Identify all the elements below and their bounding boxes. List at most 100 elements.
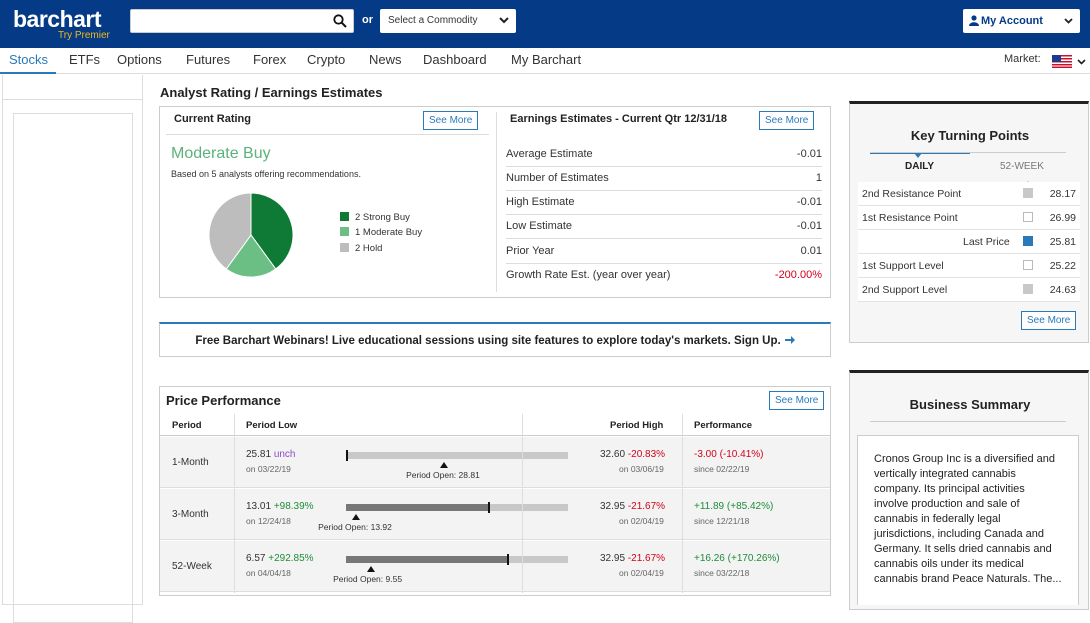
ktp-row: 1st Support Level 25.22 <box>858 254 1080 278</box>
price-range-bar <box>346 554 568 565</box>
col-period-low: Period Low <box>246 420 298 431</box>
col-period-high: Period High <box>610 420 664 431</box>
ktp-value: 26.99 <box>1049 212 1076 224</box>
search-input[interactable] <box>130 9 354 33</box>
user-icon <box>969 15 979 26</box>
tab-caret <box>914 153 922 158</box>
last-price-marker <box>506 554 509 565</box>
ktp-title: Key Turning Points <box>910 128 1030 143</box>
performance-row: 3-Month 13.01 +98.39% on 12/24/18 Period Op… <box>160 489 830 540</box>
performance-row: 1-Month 25.81 unch on 03/22/19 Period Open:… <box>160 437 830 488</box>
search-icon[interactable] <box>333 14 347 28</box>
estimate-value: -0.01 <box>796 220 822 232</box>
period-open-marker <box>367 566 376 572</box>
my-account-button[interactable]: My Account <box>963 9 1080 33</box>
see-more-rating-button[interactable]: See More <box>423 111 479 130</box>
arrow-right-icon <box>784 336 795 344</box>
column-divider <box>522 414 523 593</box>
period-high: 32.60 -20.83% <box>600 449 665 460</box>
nav-forex[interactable]: Forex <box>253 52 287 67</box>
top-bar: barchart Try Premier or Select a Commodi… <box>0 0 1090 48</box>
see-more-ktp-button[interactable]: See More <box>1021 311 1077 330</box>
ktp-marker <box>1023 188 1033 198</box>
price-range-bar <box>346 450 568 461</box>
webinar-banner[interactable]: Free Barchart Webinars! Live educational… <box>159 322 831 357</box>
tab-daily[interactable]: DAILY <box>905 161 935 172</box>
estimate-row: Low Estimate -0.01 <box>506 215 822 239</box>
ktp-marker <box>1023 284 1033 294</box>
active-tab-underline <box>0 72 56 74</box>
estimate-label: Growth Rate Est. (year over year) <box>506 269 671 281</box>
column-divider <box>682 414 683 593</box>
nav-etfs[interactable]: ETFs <box>69 52 101 67</box>
rating-value: Moderate Buy <box>171 145 271 162</box>
tab-52-week[interactable]: 52-WEEK <box>1000 161 1044 172</box>
period-label: 1-Month <box>172 457 209 468</box>
see-more-performance-button[interactable]: See More <box>769 391 825 410</box>
try-premier-link[interactable]: Try Premier <box>58 30 110 41</box>
estimate-row: Growth Rate Est. (year over year) -200.00… <box>506 264 822 288</box>
col-period: Period <box>172 420 202 431</box>
estimate-value: 1 <box>815 172 822 184</box>
period-open-label: Period Open: 28.81 <box>406 470 480 480</box>
open-value: 13.92 <box>370 522 392 532</box>
ktp-marker <box>1023 212 1033 222</box>
period-low: 25.81 unch <box>246 449 296 460</box>
estimate-label: Low Estimate <box>506 220 573 232</box>
nav-my-barchart[interactable]: My Barchart <box>511 52 582 67</box>
pie-slice <box>208 192 252 270</box>
nav-stocks[interactable]: Stocks <box>9 52 49 67</box>
commodity-select[interactable]: Select a Commodity <box>380 9 516 33</box>
ktp-row: 2nd Support Level 24.63 <box>858 278 1080 302</box>
period-label: 3-Month <box>172 509 209 520</box>
high-change: -21.67% <box>627 553 666 564</box>
performance-since: since 03/22/18 <box>694 568 750 578</box>
main-nav: Stocks ETFs Options Futures Forex Crypto… <box>0 48 1090 74</box>
us-flag-icon[interactable] <box>1052 55 1072 68</box>
ktp-value: 25.81 <box>1049 236 1076 248</box>
last-price-marker <box>346 450 348 461</box>
tab-line <box>870 152 1066 153</box>
period-open-marker <box>440 462 449 468</box>
low-value: 13.01 <box>246 501 272 512</box>
high-value: 32.95 <box>600 501 626 512</box>
see-more-earnings-button[interactable]: See More <box>759 111 815 130</box>
price-range-bar <box>346 502 568 513</box>
nav-dashboard[interactable]: Dashboard <box>423 52 487 67</box>
nav-news[interactable]: News <box>369 52 402 67</box>
high-change: -20.83% <box>627 449 666 460</box>
estimate-label: Prior Year <box>506 245 555 257</box>
ktp-row: 2nd Resistance Point 28.17 <box>858 182 1080 206</box>
barchart-logo[interactable]: barchart <box>13 6 102 32</box>
ad-placeholder <box>13 113 133 623</box>
chevron-down-icon[interactable] <box>1077 57 1086 66</box>
period-low: 13.01 +98.39% <box>246 501 314 512</box>
based-on-text: Based on 5 analysts offering recommendat… <box>171 169 361 179</box>
legend-label: 2 Hold <box>355 243 383 254</box>
low-date: on 04/04/18 <box>246 568 291 578</box>
performance-since: since 12/21/18 <box>694 516 750 526</box>
low-value: 6.57 <box>246 553 266 564</box>
or-label: or <box>362 14 373 26</box>
low-date: on 12/24/18 <box>246 516 291 526</box>
estimate-row: Number of Estimates 1 <box>506 167 822 191</box>
estimate-row: High Estimate -0.01 <box>506 191 822 215</box>
nav-futures[interactable]: Futures <box>186 52 231 67</box>
low-date: on 03/22/19 <box>246 464 291 474</box>
estimate-row: Prior Year 0.01 <box>506 240 822 264</box>
nav-crypto[interactable]: Crypto <box>307 52 346 67</box>
my-account-label: My Account <box>981 15 1043 27</box>
performance-value: +11.89 (+85.42%) <box>694 501 774 512</box>
period-open-marker <box>352 514 361 520</box>
high-value: 32.95 <box>600 553 626 564</box>
left-sidebar <box>2 75 143 623</box>
period-open-label: Period Open: 13.92 <box>318 522 392 532</box>
estimate-label: Average Estimate <box>506 148 593 160</box>
ktp-value: 25.22 <box>1049 260 1076 272</box>
analyst-section-title: Analyst Rating / Earnings Estimates <box>160 85 383 100</box>
legend-moderate-buy: 1 Moderate Buy <box>340 227 422 238</box>
range-fill <box>346 504 489 511</box>
ktp-marker <box>1023 260 1033 270</box>
legend-swatch <box>340 212 349 221</box>
nav-options[interactable]: Options <box>117 52 162 67</box>
